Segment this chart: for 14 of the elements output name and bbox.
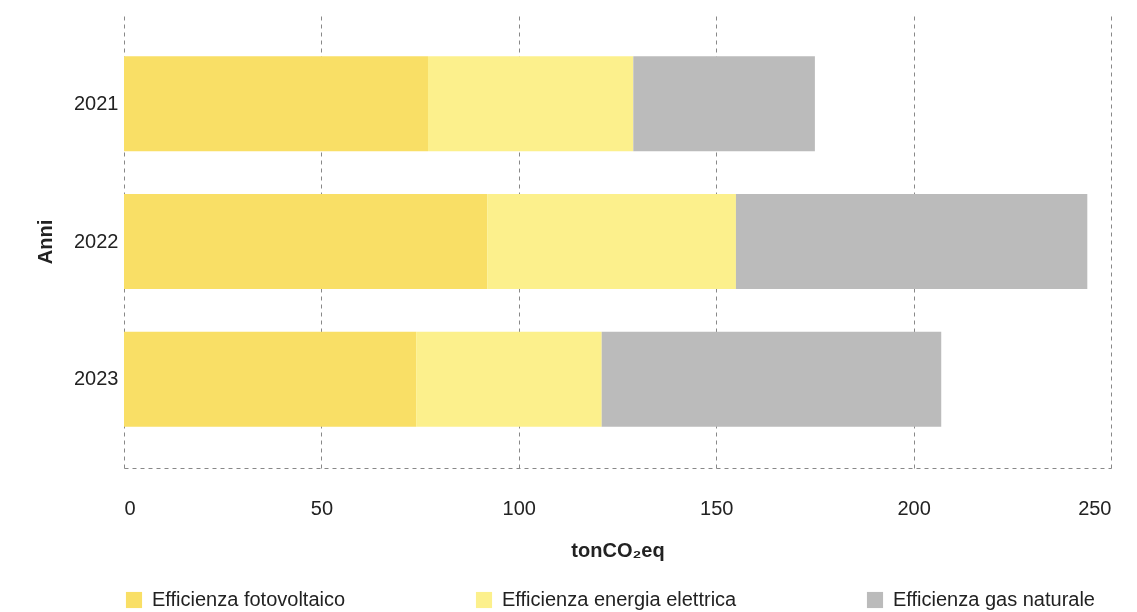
y-tick-label: 2022 <box>74 229 119 252</box>
y-axis-title: Anni <box>34 219 57 265</box>
legend-label: Efficienza fotovoltaico <box>152 588 346 610</box>
x-tick-label: 200 <box>897 496 931 519</box>
y-tick-label: 2023 <box>74 367 119 390</box>
x-tick-label: 50 <box>310 496 334 519</box>
legend-label: Efficienza gas naturale <box>893 588 1095 610</box>
legend-label: Efficienza energia elettrica <box>502 588 738 610</box>
x-axis-title: tonCO₂eq <box>571 538 665 561</box>
x-tick-label: 0 <box>124 496 136 519</box>
x-tick-label: 150 <box>700 496 734 519</box>
x-tick-label: 250 <box>1078 496 1112 519</box>
x-tick-label: 100 <box>502 496 536 519</box>
y-tick-label: 2021 <box>74 91 119 114</box>
